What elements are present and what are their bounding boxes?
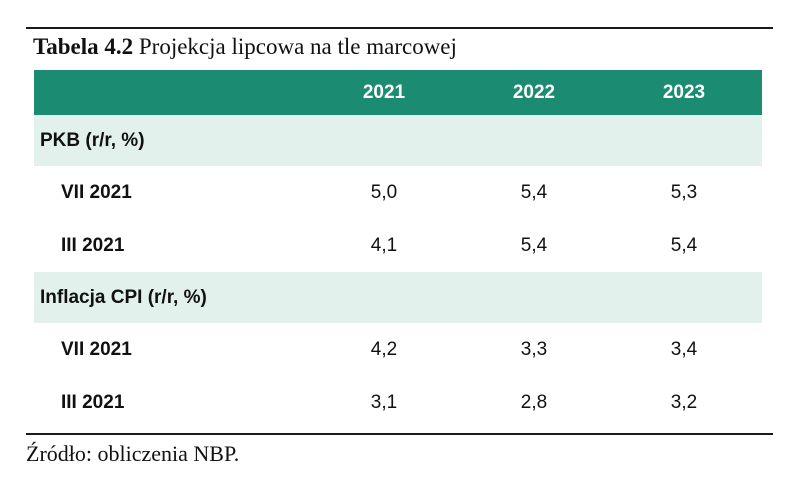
value-cell: 5,4 bbox=[670, 234, 698, 256]
source-note: Źródło: obliczenia NBP. bbox=[26, 441, 240, 466]
table-caption: Tabela 4.2 Projekcja lipcowa na tle marc… bbox=[33, 33, 457, 61]
table-caption-title: Projekcja lipcowa na tle marcowej bbox=[138, 34, 457, 59]
column-header-2021: 2021 bbox=[362, 81, 406, 103]
section-label-pkb: PKB (r/r, %) bbox=[40, 129, 145, 151]
value-cell: 4,2 bbox=[370, 338, 398, 360]
bottom-rule bbox=[26, 433, 773, 435]
section-row-pkb: PKB (r/r, %) bbox=[34, 115, 762, 166]
column-header-2023: 2023 bbox=[662, 81, 706, 103]
value-cell: 5,3 bbox=[670, 181, 698, 203]
value-cell: 5,4 bbox=[520, 234, 548, 256]
table-row: III 2021 4,1 5,4 5,4 bbox=[34, 219, 762, 272]
column-header-2022: 2022 bbox=[512, 81, 556, 103]
section-row-cpi: Inflacja CPI (r/r, %) bbox=[34, 272, 762, 323]
value-cell: 3,2 bbox=[670, 391, 698, 413]
table-header-row: 2021 2022 2023 bbox=[34, 70, 762, 115]
projection-table: 2021 2022 2023 PKB (r/r, %) VII 2021 5,0… bbox=[34, 70, 762, 429]
value-cell: 2,8 bbox=[520, 391, 548, 413]
row-label: VII 2021 bbox=[61, 338, 132, 360]
value-cell: 5,4 bbox=[520, 181, 548, 203]
value-cell: 3,3 bbox=[520, 338, 548, 360]
table-row: III 2021 3,1 2,8 3,2 bbox=[34, 376, 762, 429]
value-cell: 3,1 bbox=[370, 391, 398, 413]
row-label: VII 2021 bbox=[61, 181, 132, 203]
table-row: VII 2021 4,2 3,3 3,4 bbox=[34, 323, 762, 376]
table-row: VII 2021 5,0 5,4 5,3 bbox=[34, 166, 762, 219]
value-cell: 4,1 bbox=[370, 234, 398, 256]
row-label: III 2021 bbox=[61, 234, 125, 256]
top-rule bbox=[26, 27, 773, 29]
row-label: III 2021 bbox=[61, 391, 125, 413]
table-caption-label: Tabela 4.2 bbox=[33, 34, 134, 59]
value-cell: 5,0 bbox=[370, 181, 398, 203]
section-label-cpi: Inflacja CPI (r/r, %) bbox=[40, 286, 207, 308]
value-cell: 3,4 bbox=[670, 338, 698, 360]
